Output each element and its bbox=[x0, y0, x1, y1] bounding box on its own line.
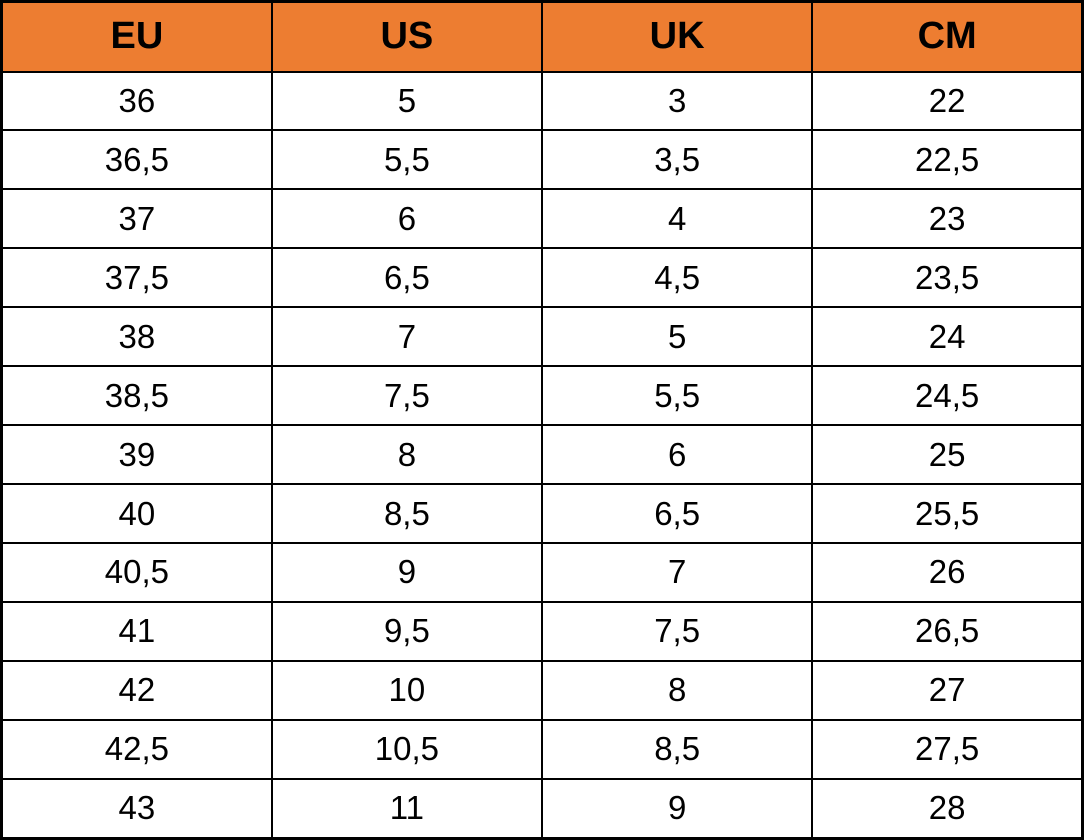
table-cell: 7 bbox=[270, 306, 544, 368]
table-cell: 7 bbox=[540, 542, 814, 603]
table-cell: 39 bbox=[0, 424, 273, 486]
table-cell: 4,5 bbox=[540, 247, 814, 309]
table-cell: 43 bbox=[0, 777, 273, 840]
table-cell: 25 bbox=[811, 424, 1084, 486]
table-cell: 36 bbox=[0, 70, 273, 132]
table-row: 37 6 4 23 bbox=[0, 188, 1084, 250]
table-cell: 10 bbox=[270, 659, 544, 721]
table-cell: 23 bbox=[811, 188, 1084, 250]
table-cell: 6,5 bbox=[270, 247, 544, 309]
table-row: 39 8 6 25 bbox=[0, 424, 1084, 486]
table-cell: 9,5 bbox=[270, 600, 544, 662]
table-cell: 9 bbox=[540, 777, 814, 840]
table-cell: 40 bbox=[0, 483, 273, 544]
table-cell: 27,5 bbox=[811, 718, 1084, 780]
header-cell-cm: CM bbox=[811, 0, 1084, 73]
header-cell-eu: EU bbox=[0, 0, 273, 73]
table-cell: 40,5 bbox=[0, 542, 273, 603]
table-cell: 6 bbox=[270, 188, 544, 250]
table-row: 41 9,5 7,5 26,5 bbox=[0, 600, 1084, 662]
table-row: 36 5 3 22 bbox=[0, 70, 1084, 132]
table-cell: 10,5 bbox=[270, 718, 544, 780]
table-cell: 22,5 bbox=[811, 129, 1084, 191]
table-cell: 36,5 bbox=[0, 129, 273, 191]
table-cell: 24 bbox=[811, 306, 1084, 368]
table-cell: 27 bbox=[811, 659, 1084, 721]
table-cell: 23,5 bbox=[811, 247, 1084, 309]
table-header: EU US UK CM bbox=[0, 0, 1084, 73]
table-cell: 28 bbox=[811, 777, 1084, 840]
table-cell: 5,5 bbox=[270, 129, 544, 191]
table-cell: 24,5 bbox=[811, 365, 1084, 427]
table-cell: 8 bbox=[540, 659, 814, 721]
table-cell: 7,5 bbox=[540, 600, 814, 662]
table-cell: 38 bbox=[0, 306, 273, 368]
table-cell: 22 bbox=[811, 70, 1084, 132]
table-row: 40 8,5 6,5 25,5 bbox=[0, 483, 1084, 544]
table-cell: 26,5 bbox=[811, 600, 1084, 662]
table-cell: 7,5 bbox=[270, 365, 544, 427]
table-cell: 11 bbox=[270, 777, 544, 840]
table-cell: 25,5 bbox=[811, 483, 1084, 544]
table-row: 40,5 9 7 26 bbox=[0, 542, 1084, 603]
table-row: 42 10 8 27 bbox=[0, 659, 1084, 721]
table-cell: 26 bbox=[811, 542, 1084, 603]
table-cell: 42,5 bbox=[0, 718, 273, 780]
table-row: 38 7 5 24 bbox=[0, 306, 1084, 368]
table-body: 36 5 3 22 36,5 5,5 3,5 22,5 37 6 4 23 37,5 6,5 4,5 23,5… bbox=[0, 70, 1084, 840]
table-cell: 6 bbox=[540, 424, 814, 486]
header-row: EU US UK CM bbox=[0, 0, 1084, 73]
table-cell: 37,5 bbox=[0, 247, 273, 309]
table-cell: 8,5 bbox=[540, 718, 814, 780]
table-cell: 6,5 bbox=[540, 483, 814, 544]
table-row: 38,5 7,5 5,5 24,5 bbox=[0, 365, 1084, 427]
table-cell: 5 bbox=[540, 306, 814, 368]
header-cell-us: US bbox=[270, 0, 544, 73]
table-cell: 38,5 bbox=[0, 365, 273, 427]
table-cell: 41 bbox=[0, 600, 273, 662]
table-cell: 9 bbox=[270, 542, 544, 603]
table-cell: 4 bbox=[540, 188, 814, 250]
table-cell: 5,5 bbox=[540, 365, 814, 427]
table-row: 37,5 6,5 4,5 23,5 bbox=[0, 247, 1084, 309]
header-cell-uk: UK bbox=[540, 0, 814, 73]
table-cell: 3,5 bbox=[540, 129, 814, 191]
table-cell: 8,5 bbox=[270, 483, 544, 544]
table-row: 42,5 10,5 8,5 27,5 bbox=[0, 718, 1084, 780]
table-cell: 5 bbox=[270, 70, 544, 132]
table-row: 43 11 9 28 bbox=[0, 777, 1084, 840]
table-cell: 37 bbox=[0, 188, 273, 250]
table-row: 36,5 5,5 3,5 22,5 bbox=[0, 129, 1084, 191]
table-cell: 3 bbox=[540, 70, 814, 132]
table-cell: 8 bbox=[270, 424, 544, 486]
table-cell: 42 bbox=[0, 659, 273, 721]
